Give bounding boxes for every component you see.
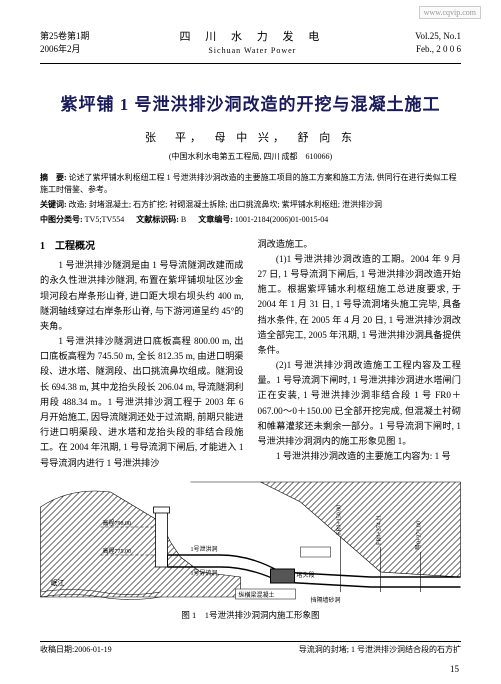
figure-1-svg: 高程798.00 高程775.00 岷江 1号导流洞 1号泄洪洞 纵横梁混凝土 … bbox=[40, 477, 461, 607]
volume-en: Vol.25, No.1 bbox=[415, 30, 461, 43]
received-label: 收稿日期: bbox=[40, 645, 74, 654]
label-concrete-base: 纵横梁混凝土 bbox=[239, 591, 275, 599]
right-column: 洞改造施工。 (1)1 号泄洪排沙洞改造的工期。2004 年 9 月 27 日,… bbox=[258, 237, 462, 471]
doc-code-label: 文献标识码: bbox=[136, 215, 179, 224]
abstract-block: 摘 要: 论述了紫坪铺水利枢纽工程 1 号泄洪排沙洞改造的主要施工项目的施工方案… bbox=[40, 172, 461, 227]
abstract-row: 摘 要: 论述了紫坪铺水利枢纽工程 1 号泄洪排沙洞改造的主要施工项目的施工方案… bbox=[40, 172, 461, 198]
left-para-1: 1 号泄洪排沙隧洞是由 1 号导流隧洞改建而成的永久性泄洪排沙隧洞, 布置在紫坪… bbox=[40, 258, 244, 334]
clc-label: 中图分类号: bbox=[40, 215, 83, 224]
label-elev-775: 高程775.00 bbox=[103, 547, 132, 555]
journal-name-cn: 四 川 水 力 发 电 bbox=[90, 30, 416, 45]
article-id-label: 文章编号: bbox=[198, 215, 233, 224]
authors: 张 平， 母 中 兴， 舒 向 东 bbox=[0, 129, 501, 145]
label-sta2: FR0+274.11 bbox=[377, 515, 383, 545]
right-para-2: (1)1 号泄洪排沙洞改造的工期。2004 年 9 月 27 日, 1 号导流洞… bbox=[258, 252, 462, 358]
footer: 收稿日期:2006-01-19 导流洞的封堵; 1 号泄洪排沙洞结合段的石方扩 bbox=[40, 641, 461, 655]
label-spillway: 1号泄洪洞 bbox=[191, 545, 218, 553]
left-para-2: 1 号泄洪排沙隧洞进口底板高程 800.00 m, 出口底板高程为 745.50… bbox=[40, 334, 244, 471]
right-para-4: 1 号泄洪排沙洞改造的主要施工内容为: 1 号 bbox=[258, 449, 462, 464]
keywords-label: 关键词: bbox=[40, 200, 67, 209]
label-plug: 堵头段 bbox=[297, 571, 315, 579]
left-column: 1 工程概况 1 号泄洪排沙隧洞是由 1 号导流隧洞改建而成的永久性泄洪排沙隧洞… bbox=[40, 237, 244, 471]
affiliation: (中国水利水电第五工程局, 四川 成都 610066) bbox=[0, 151, 501, 162]
keywords-row: 关键词: 改造; 封堵混凝土; 石方扩挖; 衬砌混凝土拆除; 出口挑流鼻坎; 紫… bbox=[40, 199, 461, 212]
received-date: 收稿日期:2006-01-19 bbox=[40, 644, 112, 655]
label-div-channel: 1号导流洞 bbox=[191, 569, 218, 577]
volume-issue: 第25卷第1期 bbox=[40, 30, 90, 43]
doc-code-value: B bbox=[181, 215, 186, 224]
clc-value: TV5;TV554 bbox=[85, 215, 125, 224]
label-sta1: FR0+150.00 bbox=[337, 504, 343, 534]
label-elev-798: 高程798.00 bbox=[103, 519, 132, 527]
figure-1: 高程798.00 高程775.00 岷江 1号导流洞 1号泄洪洞 纵横梁混凝土 … bbox=[40, 477, 461, 637]
date-en: Feb., 2 0 0 6 bbox=[415, 43, 461, 56]
section-1-heading: 1 工程概况 bbox=[40, 239, 244, 256]
header-left: 第25卷第1期 2006年2月 bbox=[40, 30, 90, 55]
running-header: 第25卷第1期 2006年2月 四 川 水 力 发 电 Sichuan Wate… bbox=[40, 0, 461, 64]
footer-continuation: 导流洞的封堵; 1 号泄洪排沙洞结合段的石方扩 bbox=[299, 644, 461, 655]
keywords-text: 改造; 封堵混凝土; 石方扩挖; 衬砌混凝土拆除; 出口挑流鼻坎; 紫坪铺水利枢… bbox=[69, 200, 382, 209]
abstract-text: 论述了紫坪铺水利枢纽工程 1 号泄洪排沙洞改造的主要施工项目的施工方案和施工方法… bbox=[40, 173, 457, 195]
label-box: 挡隔墙砂洞 bbox=[311, 596, 341, 604]
received-value: 2006-01-19 bbox=[74, 645, 111, 654]
right-para-lead: 洞改造施工。 bbox=[258, 237, 462, 252]
abstract-label: 摘 要: bbox=[40, 173, 67, 182]
article-id-value: 1001-2184(2006)01-0015-04 bbox=[235, 215, 328, 224]
page-number: 15 bbox=[450, 664, 459, 674]
label-minjiang: 岷江 bbox=[51, 578, 65, 587]
label-sta3: 导0+271.00 bbox=[416, 521, 423, 550]
header-right: Vol.25, No.1 Feb., 2 0 0 6 bbox=[415, 30, 461, 55]
header-center: 四 川 水 力 发 电 Sichuan Water Power bbox=[90, 30, 416, 57]
journal-name-en: Sichuan Water Power bbox=[90, 45, 416, 56]
issue-date: 2006年2月 bbox=[40, 43, 90, 56]
figure-1-caption: 图 1 1号泄洪排沙洞洞内施工形象图 bbox=[40, 609, 461, 621]
article-title: 紫坪铺 1 号泄洪排沙洞改造的开挖与混凝土施工 bbox=[40, 90, 461, 115]
right-para-3: (2)1 号泄洪排沙洞改造施工工程内容及工程量。1 号导流洞下闸时, 1 号泄洪… bbox=[258, 358, 462, 449]
watermark: www.cqvip.com bbox=[419, 6, 481, 19]
body-columns: 1 工程概况 1 号泄洪排沙隧洞是由 1 号导流隧洞改建而成的永久性泄洪排沙隧洞… bbox=[40, 237, 461, 471]
classification-row: 中图分类号: TV5;TV554 文献标识码: B 文章编号: 1001-218… bbox=[40, 214, 461, 227]
